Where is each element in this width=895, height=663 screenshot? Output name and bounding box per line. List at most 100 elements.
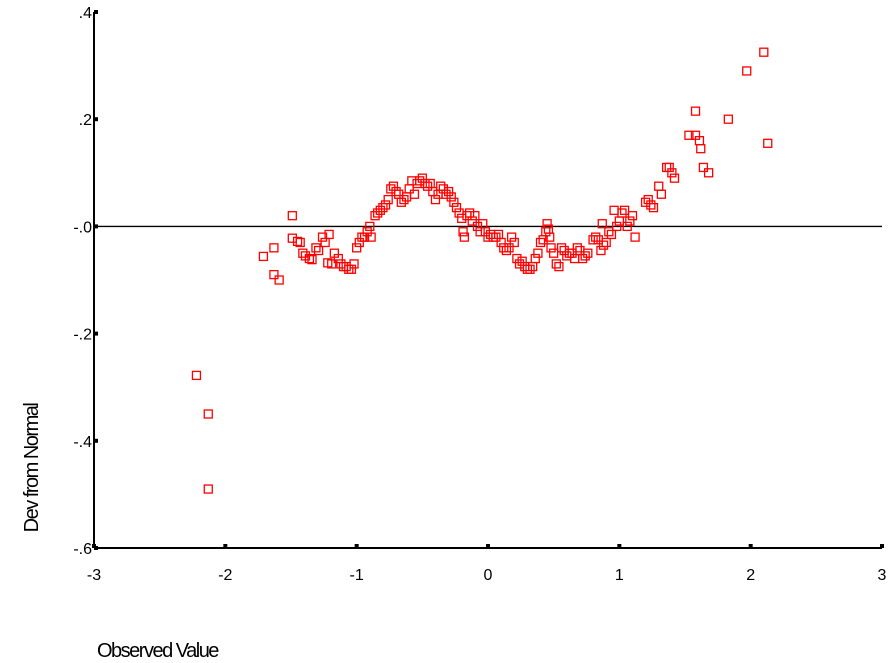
x-axis-ticks: -3 -2 -1 0 1 2 3	[87, 544, 887, 584]
y-tick-mark	[94, 438, 98, 443]
data-point	[723, 114, 733, 124]
data-point	[514, 259, 525, 269]
data-point	[470, 211, 480, 221]
data-point	[378, 202, 388, 213]
x-tick-mark	[748, 544, 753, 548]
data-point	[327, 259, 337, 269]
data-point	[614, 216, 624, 226]
x-tick-mark	[354, 544, 359, 548]
data-point	[656, 189, 667, 199]
data-point	[191, 370, 202, 381]
y-tick-mark	[94, 117, 98, 122]
data-point	[428, 186, 438, 197]
data-point	[549, 248, 559, 258]
data-point	[601, 237, 611, 248]
data-point	[562, 251, 572, 261]
data-point	[661, 162, 672, 173]
data-point	[640, 197, 651, 207]
data-point	[559, 245, 569, 256]
data-point	[533, 248, 543, 258]
data-point	[269, 243, 279, 253]
data-point	[352, 243, 362, 253]
data-point	[336, 259, 346, 269]
data-point	[383, 194, 393, 205]
data-point	[449, 197, 459, 207]
data-point	[564, 248, 575, 258]
data-point	[485, 229, 496, 240]
x-tick-label: -3	[87, 567, 101, 584]
data-point	[333, 253, 343, 264]
y-tick-mark	[94, 331, 98, 336]
data-point	[572, 243, 582, 253]
data-point	[287, 233, 297, 243]
data-point	[287, 211, 297, 221]
y-tick-label: -.6	[73, 541, 92, 558]
data-point	[742, 66, 752, 76]
y-tick-label: -.4	[73, 434, 92, 451]
data-point	[298, 248, 308, 258]
x-tick-label: 0	[484, 567, 493, 584]
data-point	[480, 227, 491, 237]
data-point	[462, 211, 472, 221]
data-point	[407, 176, 417, 186]
data-point	[696, 144, 706, 154]
data-point	[203, 484, 213, 494]
data-point	[386, 184, 396, 194]
data-point	[451, 202, 462, 213]
data-point	[622, 221, 632, 232]
y-axis-ticks: .4 .2 -.0 -.2 -.4 -.6	[73, 5, 98, 558]
data-point	[759, 47, 769, 57]
y-tick-label: -.2	[73, 327, 92, 344]
data-point	[320, 237, 330, 248]
data-point	[464, 208, 475, 218]
data-point	[763, 138, 773, 148]
data-point	[570, 253, 580, 264]
data-point	[396, 197, 406, 207]
data-point	[475, 227, 485, 237]
data-point	[380, 200, 391, 210]
data-point	[493, 229, 504, 240]
y-tick-mark	[94, 224, 98, 229]
data-point	[341, 261, 351, 272]
data-point	[292, 236, 303, 247]
data-point	[373, 208, 383, 218]
data-point	[203, 409, 213, 419]
data-point	[593, 235, 603, 245]
data-point	[598, 240, 609, 250]
data-point	[528, 261, 538, 272]
data-point	[311, 243, 321, 253]
data-point	[370, 211, 380, 221]
data-point	[391, 186, 401, 197]
data-point	[606, 229, 617, 240]
data-point	[401, 192, 412, 202]
data-point	[457, 213, 467, 224]
data-point	[430, 194, 441, 205]
data-point	[417, 173, 427, 183]
data-point	[630, 232, 640, 242]
x-tick-mark	[486, 544, 490, 548]
data-point	[509, 237, 519, 248]
x-axis-title: Observed Value	[97, 640, 219, 662]
data-points	[191, 47, 773, 494]
data-point	[669, 173, 680, 183]
data-point	[404, 184, 414, 194]
data-point	[366, 232, 376, 242]
y-tick-label: .2	[79, 112, 92, 129]
data-point	[596, 245, 606, 256]
data-point	[703, 168, 714, 178]
x-tick-label: 3	[878, 567, 887, 584]
x-tick-label: 2	[746, 567, 755, 584]
data-point	[627, 211, 638, 221]
data-point	[388, 181, 399, 191]
data-point	[307, 254, 317, 265]
data-point	[501, 245, 512, 256]
data-point	[546, 243, 556, 253]
data-point	[446, 192, 456, 202]
x-tick-label: -2	[218, 567, 232, 584]
data-point	[690, 106, 701, 116]
data-point	[535, 237, 546, 248]
data-point	[344, 264, 354, 274]
x-tick-label: -1	[350, 567, 364, 584]
data-point	[684, 130, 694, 140]
data-point	[545, 232, 555, 242]
